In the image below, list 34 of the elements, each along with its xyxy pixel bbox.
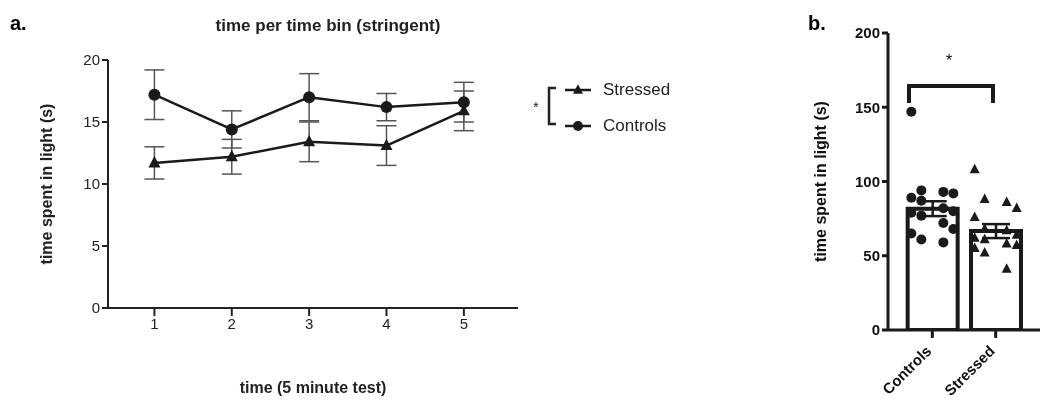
point bbox=[148, 156, 161, 168]
y-tick-label: 100 bbox=[854, 172, 880, 190]
y-tick-label: 15 bbox=[83, 113, 100, 131]
y-tick-label: 20 bbox=[83, 51, 100, 69]
text: * bbox=[533, 98, 539, 115]
point bbox=[380, 138, 393, 151]
y-tick-label: 150 bbox=[854, 98, 880, 116]
point bbox=[148, 88, 161, 101]
y-axis-title: time spent in light (s) bbox=[37, 103, 55, 265]
x-tick-label: 1 bbox=[150, 314, 159, 332]
x-tick-label: 5 bbox=[459, 314, 469, 332]
point bbox=[303, 134, 316, 147]
x-axis-title: time (5 minute test) bbox=[239, 379, 387, 397]
y-tick-label: 10 bbox=[83, 175, 100, 193]
point bbox=[225, 149, 238, 162]
point bbox=[303, 91, 316, 104]
legend-label: Controls bbox=[603, 116, 667, 136]
x-tick-label: 2 bbox=[227, 314, 236, 332]
y-tick-label: 0 bbox=[91, 299, 100, 317]
y-tick-label: 5 bbox=[91, 237, 100, 255]
legend-label: Stressed bbox=[603, 80, 671, 100]
text: a. bbox=[10, 12, 27, 35]
y-tick-label: 0 bbox=[871, 321, 880, 339]
y-axis-title: time spent in light (s) bbox=[811, 101, 829, 262]
point bbox=[380, 101, 393, 114]
x-tick-label: 3 bbox=[304, 314, 314, 332]
point bbox=[457, 96, 470, 109]
point bbox=[225, 123, 238, 136]
x-tick-label: 4 bbox=[382, 314, 391, 332]
chart-title: time per time bin (stringent) bbox=[214, 16, 442, 36]
annotation: * bbox=[946, 52, 953, 70]
y-tick-label: 50 bbox=[863, 247, 880, 265]
text: b. bbox=[808, 12, 826, 35]
y-tick-label: 200 bbox=[854, 24, 880, 42]
